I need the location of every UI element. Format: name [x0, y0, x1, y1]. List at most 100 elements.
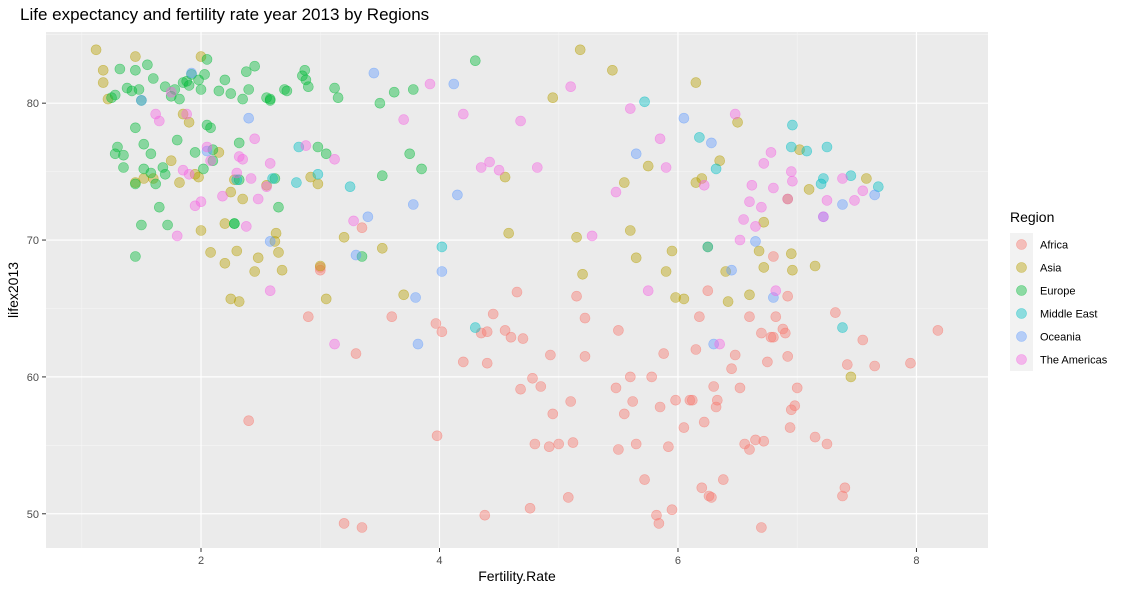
- point-oceania: [412, 338, 424, 350]
- point-africa: [654, 401, 666, 413]
- point-africa: [791, 382, 803, 394]
- point-africa: [658, 348, 670, 359]
- point-the-americas: [610, 186, 622, 198]
- point-asia: [577, 268, 588, 280]
- data-points: [90, 44, 944, 533]
- point-the-americas: [493, 164, 505, 176]
- point-the-americas: [300, 140, 312, 151]
- point-asia: [219, 218, 231, 229]
- point-asia: [237, 193, 248, 205]
- point-africa: [567, 437, 579, 448]
- point-the-americas: [205, 155, 216, 166]
- point-the-americas: [237, 154, 248, 165]
- legend-symbol-the-americas: [1016, 354, 1027, 365]
- point-europe: [109, 148, 121, 160]
- point-asia: [845, 371, 857, 383]
- point-africa: [837, 490, 848, 502]
- point-africa: [770, 311, 782, 323]
- point-africa: [356, 522, 368, 533]
- point-the-americas: [624, 103, 636, 114]
- point-africa: [610, 382, 622, 394]
- point-africa: [663, 441, 674, 453]
- point-africa: [702, 285, 714, 297]
- point-africa: [905, 357, 916, 369]
- point-africa: [314, 264, 326, 276]
- point-europe: [112, 141, 123, 153]
- point-asia: [642, 160, 654, 172]
- point-asia: [138, 173, 150, 184]
- point-oceania: [368, 67, 380, 79]
- point-middle-east: [818, 173, 829, 184]
- point-europe: [159, 169, 171, 180]
- point-the-americas: [484, 156, 495, 168]
- point-the-americas: [738, 214, 749, 225]
- point-europe: [114, 63, 126, 75]
- point-africa: [613, 444, 624, 455]
- point-europe: [136, 219, 147, 231]
- point-asia: [205, 247, 216, 258]
- point-oceania: [448, 78, 460, 90]
- point-africa: [545, 349, 556, 361]
- point-africa: [618, 408, 630, 420]
- point-asia: [338, 232, 350, 243]
- point-africa: [350, 348, 362, 359]
- point-the-americas: [201, 141, 213, 153]
- point-middle-east: [845, 170, 857, 181]
- point-africa: [613, 325, 624, 336]
- point-asia: [666, 245, 678, 257]
- point-africa: [630, 438, 642, 450]
- point-asia: [252, 252, 264, 264]
- point-the-americas: [249, 133, 260, 145]
- point-africa: [756, 327, 767, 339]
- point-europe: [195, 84, 207, 95]
- point-asia: [189, 169, 201, 180]
- point-africa: [711, 394, 723, 406]
- point-africa: [562, 492, 574, 503]
- point-asia: [320, 293, 332, 305]
- point-africa: [762, 356, 773, 368]
- point-the-americas: [770, 285, 782, 297]
- point-middle-east: [815, 178, 827, 190]
- point-the-americas: [821, 195, 833, 206]
- legend-key-asia: [1010, 256, 1033, 279]
- point-africa: [821, 438, 833, 450]
- point-africa: [830, 307, 841, 318]
- point-asia: [722, 296, 734, 307]
- point-oceania: [678, 112, 690, 124]
- point-europe: [130, 178, 141, 190]
- point-asia: [618, 177, 630, 188]
- point-africa: [543, 441, 555, 453]
- point-europe: [171, 134, 183, 146]
- point-europe: [165, 91, 177, 102]
- legend-label-middle-east: Middle East: [1040, 309, 1097, 321]
- point-africa: [696, 482, 708, 494]
- point-africa: [706, 492, 717, 503]
- y-axis-ticks: 50 60 70 80: [27, 98, 46, 521]
- point-oceania: [436, 266, 448, 277]
- point-the-americas: [231, 167, 243, 179]
- point-oceania: [410, 292, 421, 303]
- point-africa: [431, 430, 443, 442]
- point-asia: [696, 173, 708, 184]
- point-oceania: [264, 236, 276, 247]
- point-europe: [264, 95, 276, 106]
- point-asia: [177, 108, 189, 120]
- point-africa: [809, 431, 821, 443]
- point-asia: [732, 117, 743, 128]
- y-tick-label: 50: [27, 509, 39, 521]
- point-africa: [356, 222, 368, 233]
- point-africa: [515, 383, 526, 395]
- point-middle-east: [801, 145, 813, 157]
- point-asia: [130, 51, 141, 62]
- point-asia: [607, 65, 618, 76]
- point-oceania: [350, 249, 362, 261]
- point-the-americas: [698, 180, 710, 191]
- point-the-americas: [264, 285, 276, 297]
- point-the-americas: [531, 162, 543, 173]
- point-europe: [374, 97, 386, 109]
- point-middle-east: [837, 322, 848, 333]
- point-africa: [789, 400, 801, 412]
- point-asia: [809, 260, 821, 272]
- point-asia: [630, 252, 642, 264]
